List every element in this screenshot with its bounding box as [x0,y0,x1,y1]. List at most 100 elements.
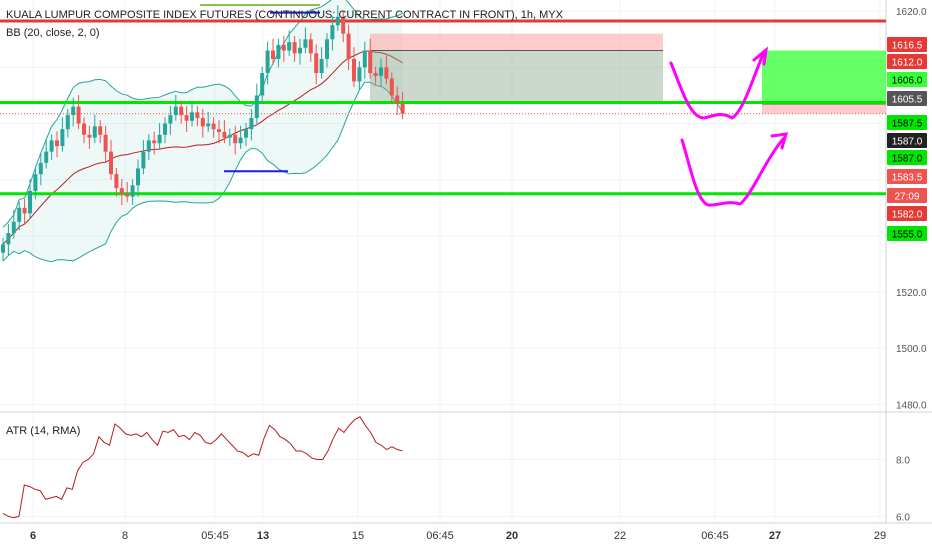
atr-indicator-label[interactable]: ATR (14, RMA) [6,425,81,437]
candle[interactable] [287,30,292,57]
price-tag[interactable]: 1583.5 [887,169,927,184]
position-zone[interactable] [370,50,663,103]
candle[interactable] [190,100,194,127]
candle[interactable] [179,100,184,124]
candle[interactable] [335,5,340,31]
candle[interactable] [22,198,27,225]
price-tag[interactable]: 1605.5 [887,91,927,106]
bullish-path-upper[interactable] [669,50,766,120]
candles[interactable] [1,5,405,262]
candle[interactable] [271,38,275,65]
candle[interactable] [238,125,243,149]
candle[interactable] [357,61,362,90]
candle[interactable] [17,201,22,231]
candle[interactable] [352,47,356,88]
candle[interactable] [260,66,265,104]
candle[interactable] [395,86,400,116]
candle[interactable] [173,94,178,121]
scenario-drawings[interactable] [669,46,789,207]
candle[interactable] [55,131,59,158]
candle[interactable] [389,72,394,104]
candle[interactable] [308,33,313,62]
candle[interactable] [28,179,32,220]
candle[interactable] [11,210,16,239]
candle[interactable] [168,106,173,135]
candle[interactable] [49,134,54,161]
candle[interactable] [184,106,189,132]
drawing-tools[interactable] [200,4,886,173]
candle[interactable] [384,55,389,85]
candle[interactable] [71,97,76,127]
candle[interactable] [38,153,43,186]
candle[interactable] [222,120,227,144]
candle[interactable] [314,44,319,85]
price-tag[interactable]: 1555.0 [887,226,927,241]
candle[interactable] [65,108,70,138]
candle[interactable] [206,111,211,132]
candle[interactable] [217,120,221,144]
price-tag[interactable]: 1616.5 [887,37,927,52]
candle[interactable] [6,224,11,256]
candle[interactable] [152,131,157,155]
bb-indicator-label[interactable]: BB (20, close, 2, 0) [6,27,100,39]
candle[interactable] [244,123,248,147]
candle[interactable] [146,134,151,161]
price-tag[interactable]: 1606.0 [887,72,927,87]
candle[interactable] [82,117,86,144]
price-tag[interactable]: 1587.5 [887,115,927,130]
candle[interactable] [249,108,254,141]
candle[interactable] [368,38,373,79]
target-zone[interactable] [762,50,886,103]
candle[interactable] [157,123,162,149]
risk-zone[interactable] [762,102,886,114]
price-tag[interactable]: 1587.0 [887,150,927,165]
candle[interactable] [227,128,232,147]
candle[interactable] [114,167,119,197]
price-tag[interactable]: 27:09 [887,188,927,203]
candle[interactable] [109,139,113,180]
candle[interactable] [60,117,65,152]
price-tag[interactable]: 1582.0 [887,206,927,221]
candle[interactable] [341,10,346,43]
candle[interactable] [98,120,103,144]
candle[interactable] [44,139,49,169]
candle[interactable] [330,16,335,51]
candle[interactable] [265,41,270,85]
candle[interactable] [195,106,200,127]
candle[interactable] [163,117,167,144]
candle[interactable] [33,167,38,200]
candle[interactable] [233,125,238,155]
price-tag[interactable]: 1612.0 [887,54,927,69]
candle[interactable] [276,38,281,68]
candle[interactable] [211,117,216,138]
candle[interactable] [1,238,5,262]
time-axis[interactable]: 6 8 05:45 13 15 06:45 20 22 06:45 27 29 [30,530,886,542]
candle[interactable] [292,35,297,62]
candle[interactable] [254,83,259,124]
price-tag[interactable]: 1587.0 [887,133,927,148]
candle[interactable] [362,41,367,79]
candle[interactable] [373,66,378,85]
candle[interactable] [92,114,97,144]
candle[interactable] [103,125,108,163]
candle[interactable] [125,181,130,203]
candle[interactable] [141,139,146,175]
candle[interactable] [319,47,324,79]
candle[interactable] [346,24,351,71]
candle[interactable] [303,27,308,54]
candle[interactable] [379,58,383,88]
candle[interactable] [200,108,205,138]
bullish-path-lower[interactable] [680,136,786,207]
candle[interactable] [325,33,329,68]
candle[interactable] [87,125,92,149]
candle[interactable] [136,159,140,197]
horizontal-levels[interactable] [0,19,886,196]
candle[interactable] [119,179,124,205]
candle[interactable] [298,38,302,65]
candle[interactable] [281,35,286,62]
price-axis[interactable]: 1620.01540.01520.01500.01480.08.06.01616… [887,7,927,523]
candle[interactable] [400,92,405,120]
stop-loss-zone[interactable] [370,33,663,51]
candle[interactable] [130,179,135,205]
